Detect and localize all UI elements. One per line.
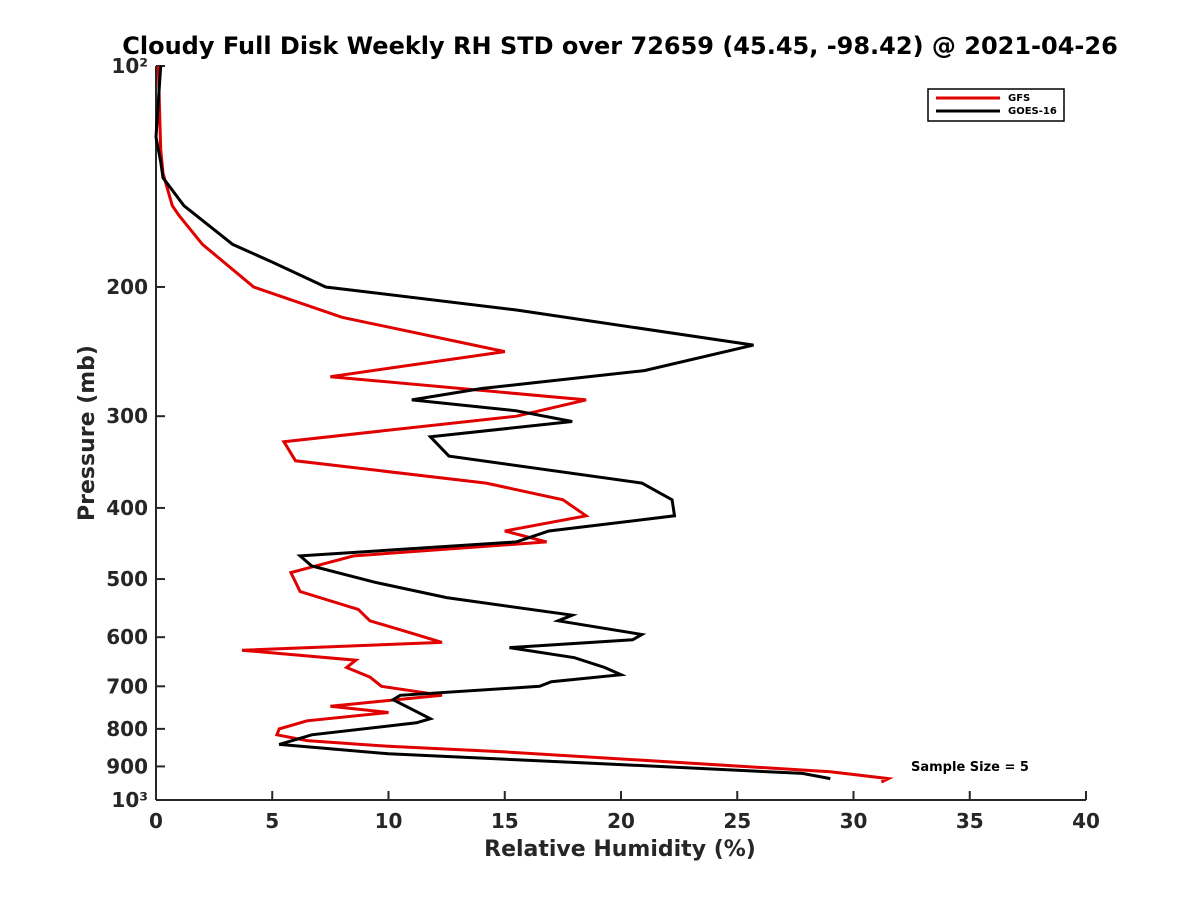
y-tick-label: 500 <box>106 567 148 591</box>
y-tick-label: 700 <box>106 674 148 698</box>
x-tick-label: 35 <box>956 809 984 833</box>
y-tick-label: 400 <box>106 496 148 520</box>
sample-size-annotation: Sample Size = 5 <box>911 760 1029 775</box>
x-axis-label: Relative Humidity (%) <box>484 837 756 862</box>
x-tick-label: 0 <box>149 809 163 833</box>
y-tick-label: 200 <box>106 275 148 299</box>
y-tick-label: 300 <box>106 404 148 428</box>
legend-label-goes16: GOES-16 <box>1008 106 1057 117</box>
x-tick-label: 15 <box>491 809 519 833</box>
x-tick-label: 25 <box>723 809 751 833</box>
legend-box <box>927 88 1065 122</box>
x-tick-label: 20 <box>607 809 635 833</box>
y-tick-label: 900 <box>106 754 148 778</box>
x-ticks: 0 5 10 15 20 25 30 35 40 <box>149 791 1100 833</box>
legend-label-gfs: GFS <box>1008 93 1030 104</box>
y-axis-label: Pressure (mb) <box>75 345 100 521</box>
y-tick-label: 800 <box>106 717 148 741</box>
series-line-gfs <box>156 65 894 784</box>
plot-area <box>155 66 1086 801</box>
y-tick-label: 10² <box>111 54 148 78</box>
x-tick-label: 10 <box>375 809 403 833</box>
x-tick-label: 40 <box>1072 809 1100 833</box>
chart-title: Cloudy Full Disk Weekly RH STD over 7265… <box>122 32 1118 60</box>
x-tick-label: 30 <box>840 809 868 833</box>
legend: GFS GOES-16 <box>927 88 1065 122</box>
series-line-goes-16 <box>154 65 831 781</box>
y-tick-label: 10³ <box>111 788 148 812</box>
y-ticks: 10² 200 300 400 500 600 700 800 900 10³ <box>106 54 165 812</box>
y-tick-label: 600 <box>106 625 148 649</box>
series-lines <box>154 65 894 784</box>
x-tick-label: 5 <box>265 809 279 833</box>
